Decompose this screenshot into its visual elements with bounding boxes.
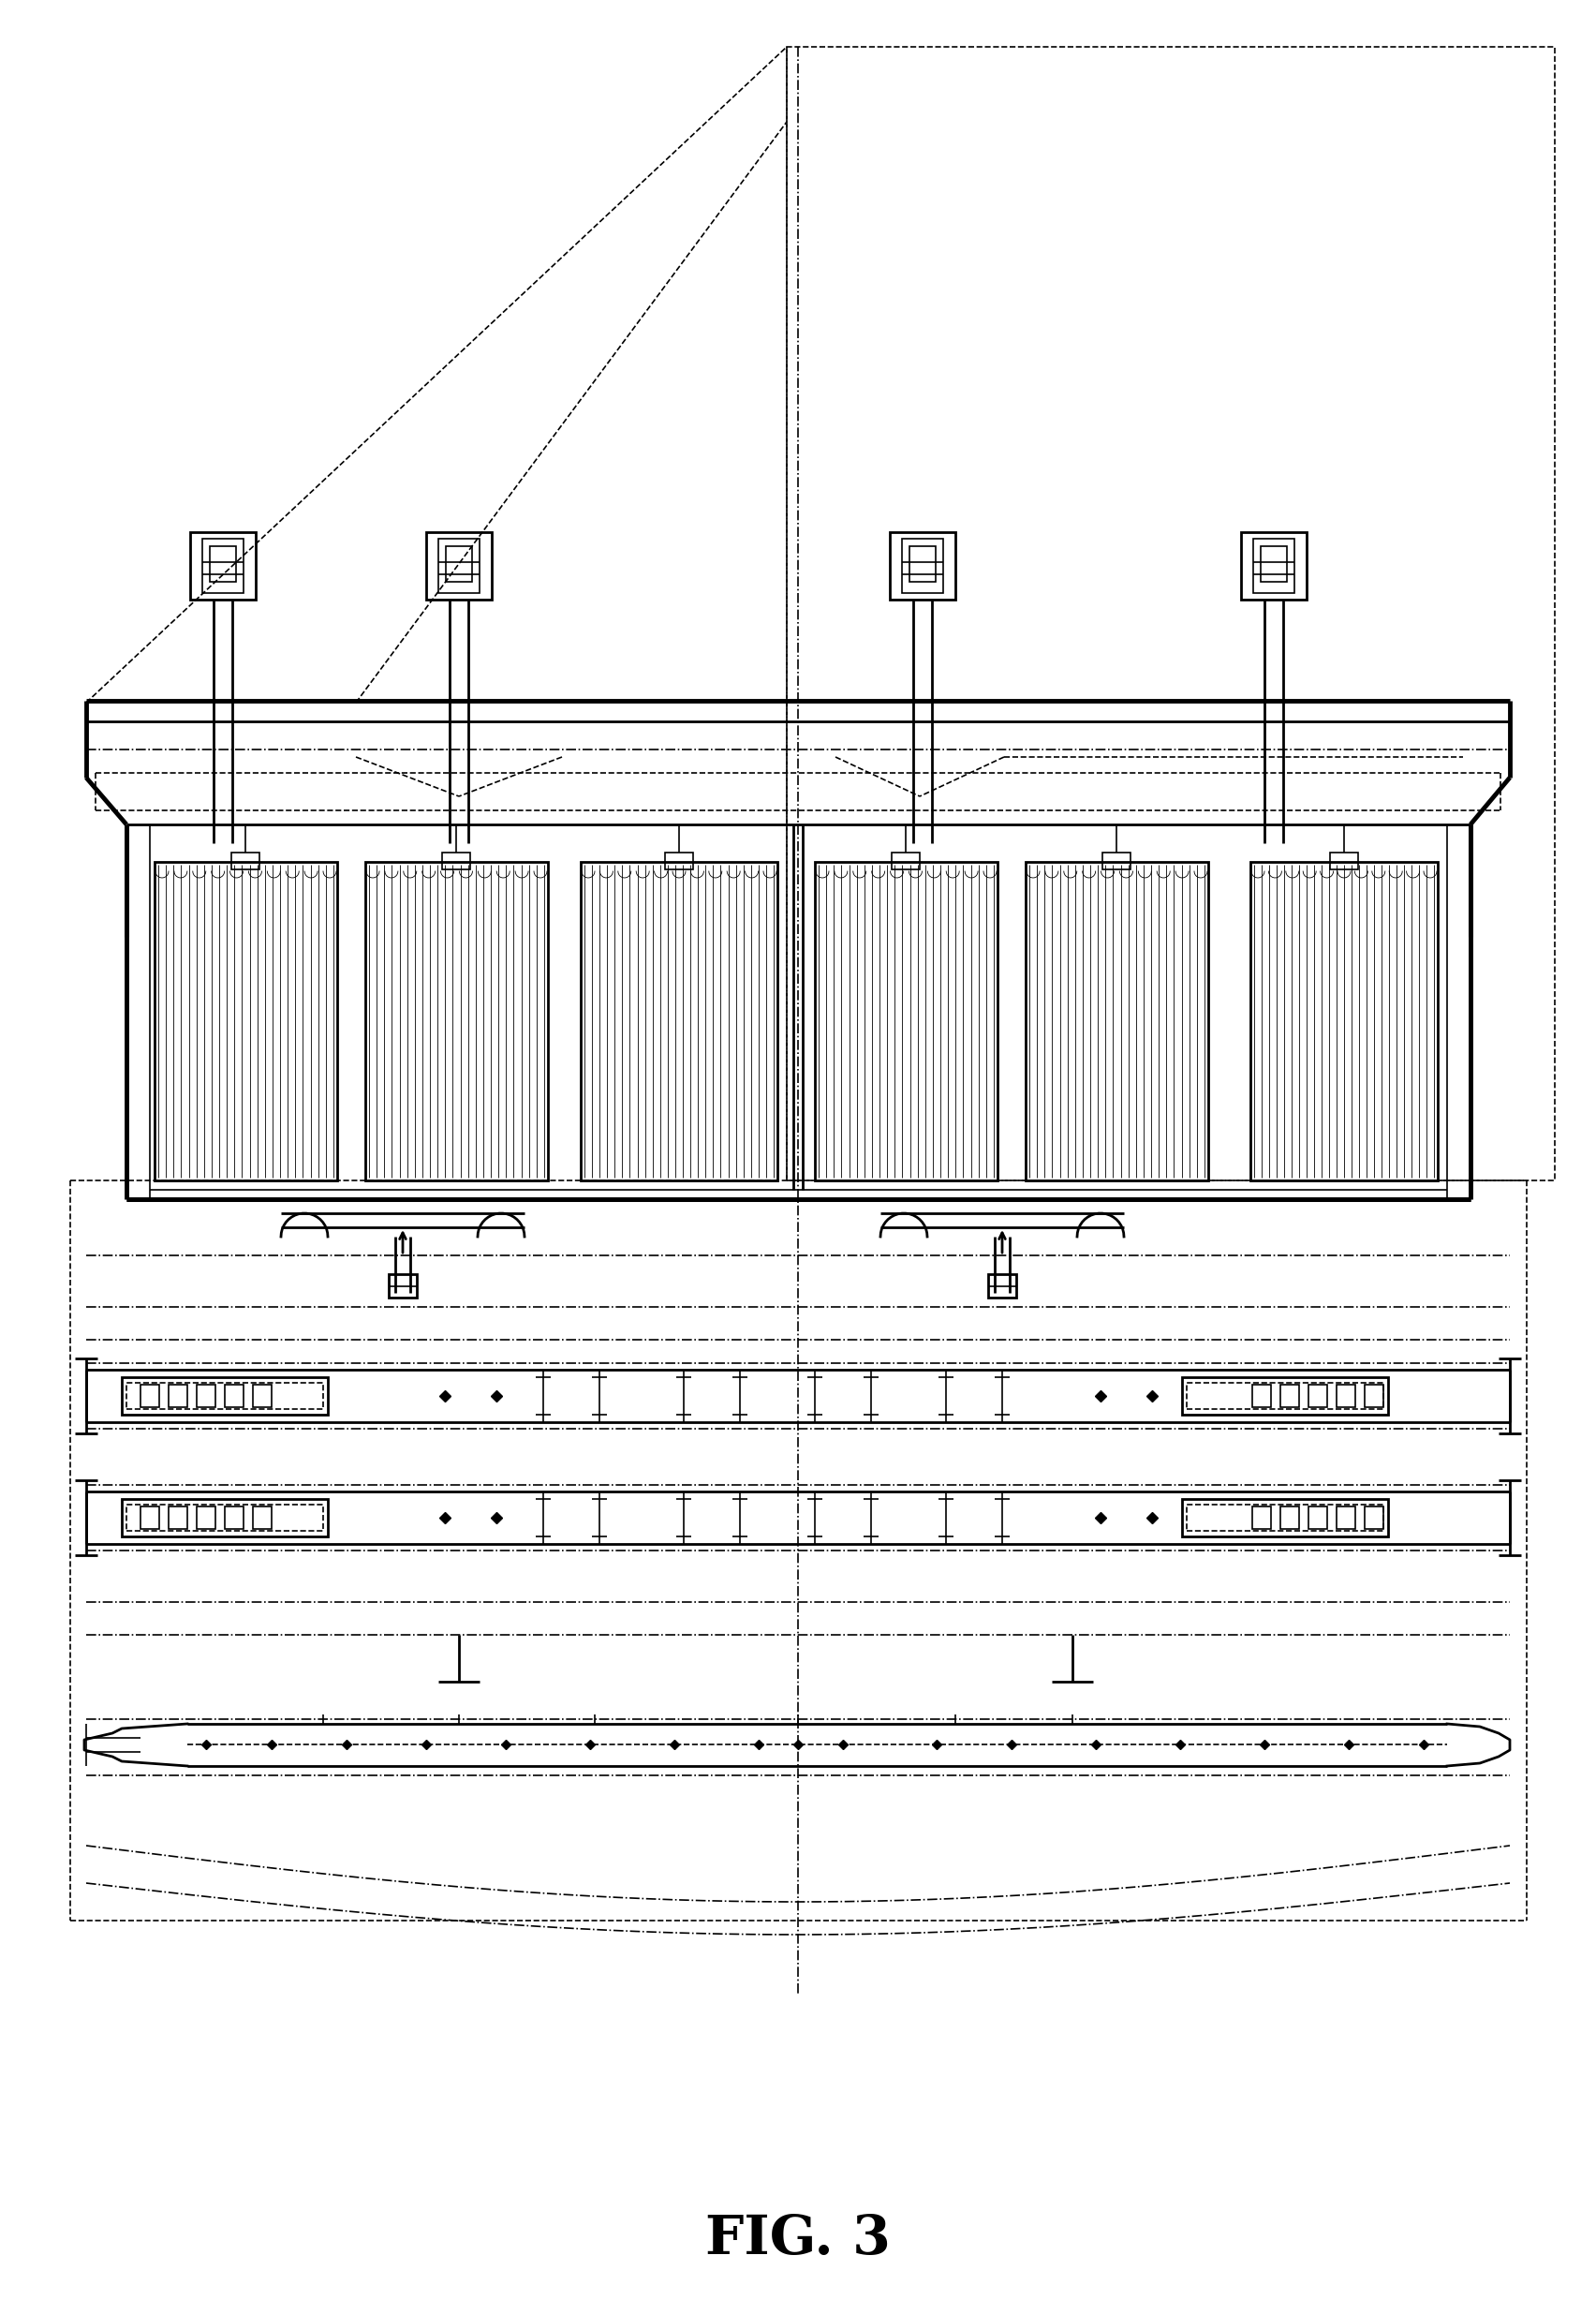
Bar — [445, 545, 472, 582]
Bar — [140, 1506, 160, 1530]
Bar — [121, 1378, 327, 1414]
Bar — [439, 538, 479, 593]
Bar — [787, 46, 1555, 1180]
Bar — [1253, 1506, 1270, 1530]
Bar — [1365, 1506, 1384, 1530]
Bar — [902, 538, 943, 593]
Bar — [196, 1385, 215, 1408]
Bar — [1187, 1504, 1384, 1532]
Bar — [581, 862, 777, 1180]
Bar — [252, 1385, 271, 1408]
Bar — [442, 853, 471, 869]
Bar — [209, 545, 236, 582]
Bar — [126, 1382, 322, 1410]
Bar — [1261, 545, 1286, 582]
Bar — [225, 1506, 244, 1530]
Bar — [1280, 1506, 1299, 1530]
Bar — [225, 1385, 244, 1408]
Bar — [1253, 538, 1294, 593]
Bar — [1336, 1385, 1355, 1408]
Bar — [1329, 853, 1358, 869]
Bar — [1253, 1385, 1270, 1408]
Bar — [1183, 1378, 1389, 1414]
Bar — [988, 1274, 1017, 1297]
Bar — [140, 1385, 160, 1408]
Bar — [1187, 1382, 1384, 1410]
Bar — [196, 1506, 215, 1530]
Text: FIG. 3: FIG. 3 — [705, 2213, 891, 2266]
Bar — [910, 545, 935, 582]
Bar — [891, 531, 956, 600]
Bar — [1309, 1506, 1328, 1530]
Bar — [389, 1274, 417, 1297]
Bar — [231, 853, 260, 869]
Bar — [126, 1504, 322, 1532]
Bar — [1250, 862, 1438, 1180]
Bar — [892, 853, 919, 869]
Bar — [169, 1385, 187, 1408]
Bar — [1183, 1500, 1389, 1536]
Bar — [666, 853, 693, 869]
Bar — [203, 538, 244, 593]
Bar — [1336, 1506, 1355, 1530]
Bar — [190, 531, 255, 600]
Bar — [365, 862, 547, 1180]
Bar — [816, 862, 998, 1180]
Bar — [121, 1500, 327, 1536]
Bar — [169, 1506, 187, 1530]
Bar — [1026, 862, 1208, 1180]
Bar — [1365, 1385, 1384, 1408]
Bar — [155, 862, 337, 1180]
Bar — [426, 531, 492, 600]
Bar — [1242, 531, 1307, 600]
Bar — [252, 1506, 271, 1530]
Bar — [1103, 853, 1130, 869]
Bar — [1309, 1385, 1328, 1408]
Bar — [1280, 1385, 1299, 1408]
